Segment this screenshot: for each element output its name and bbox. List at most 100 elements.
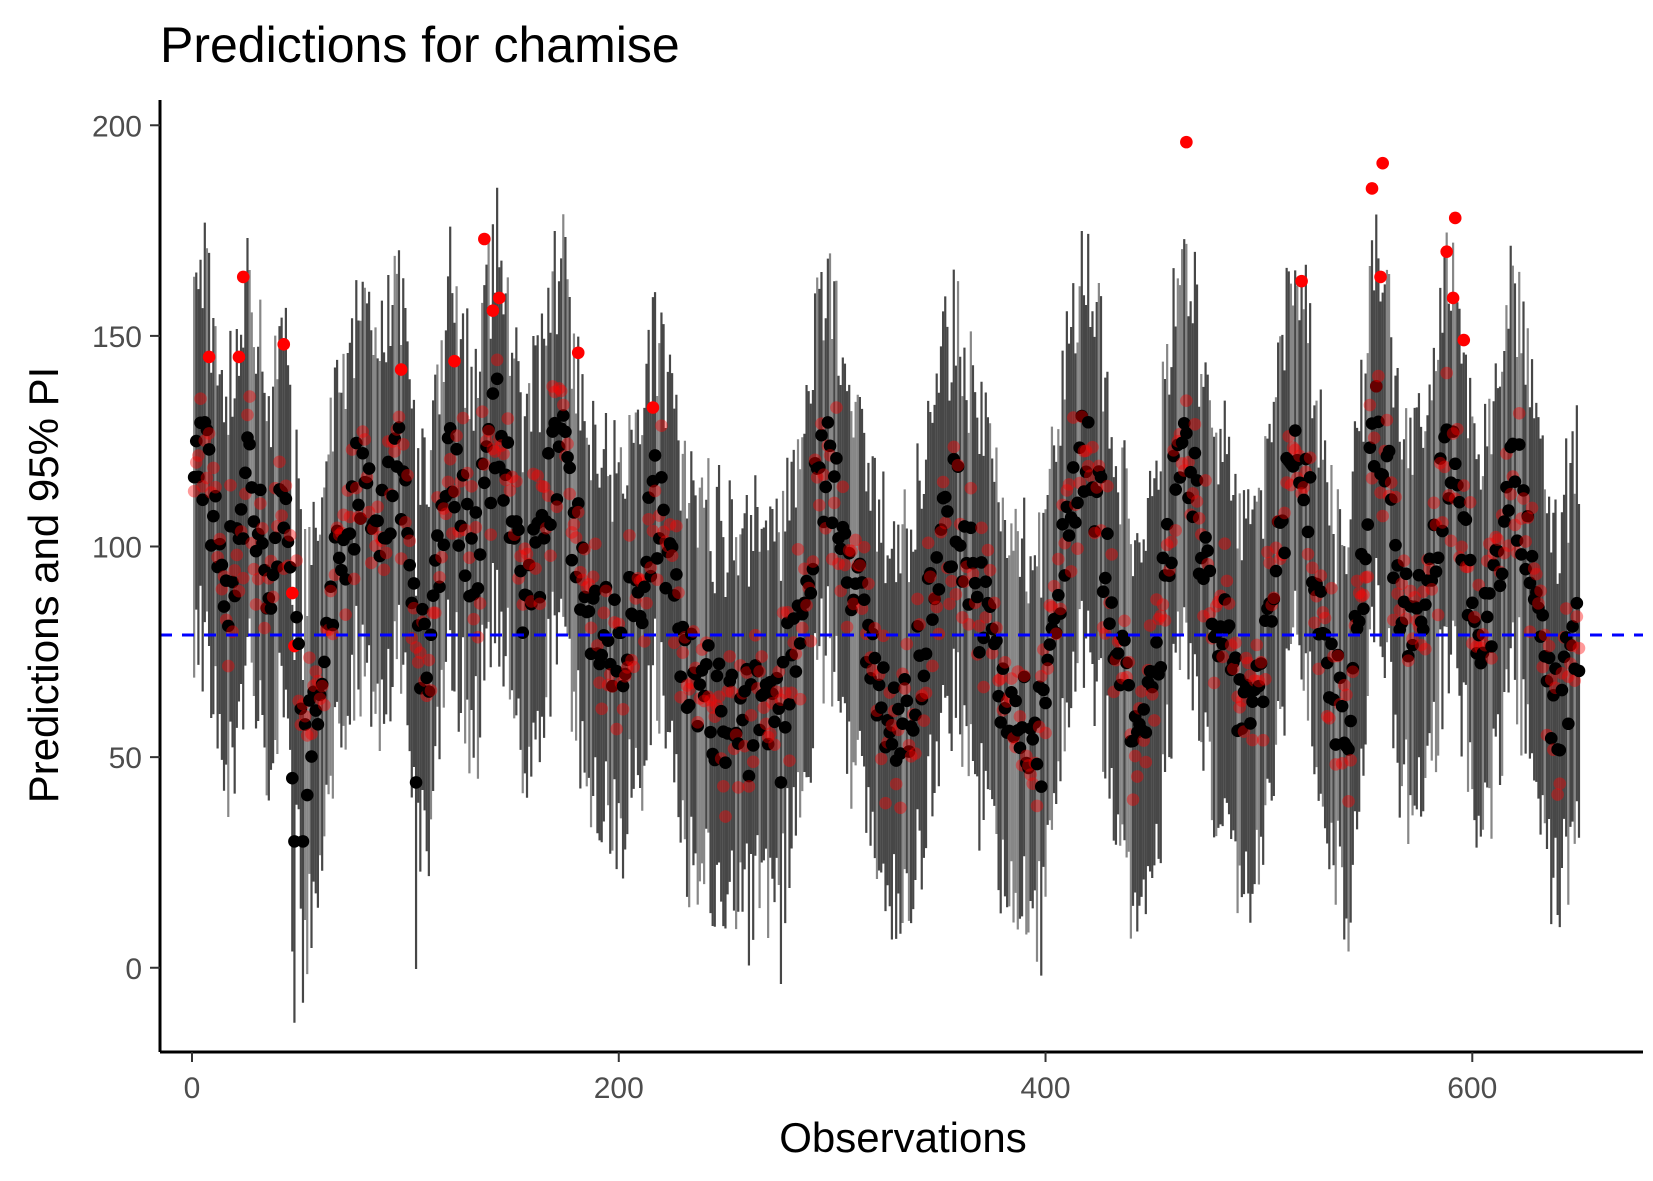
- prediction-point: [305, 750, 318, 763]
- observed-point: [232, 584, 246, 598]
- prediction-point: [842, 546, 856, 560]
- prediction-point: [1139, 726, 1153, 739]
- prediction-point: [1361, 518, 1375, 531]
- observed-point: [1416, 585, 1430, 599]
- observed-point: [1433, 456, 1447, 470]
- observed-point: [1180, 394, 1193, 407]
- prediction-point: [926, 613, 939, 626]
- observed-point: [1536, 660, 1550, 674]
- observed-point: [793, 692, 807, 706]
- observed-point: [1261, 545, 1274, 559]
- prediction-point: [1118, 633, 1131, 647]
- prediction-point: [1054, 607, 1067, 620]
- prediction-point: [655, 470, 668, 484]
- observed-point: [1431, 608, 1445, 622]
- prediction-point: [473, 548, 487, 561]
- x-tick-label: 400: [1021, 1072, 1071, 1105]
- prediction-point: [746, 739, 760, 752]
- observed-point: [1090, 481, 1104, 494]
- observed-point: [1337, 678, 1351, 692]
- prediction-point: [1256, 695, 1270, 709]
- observed-point: [672, 586, 685, 599]
- observed-point: [486, 304, 500, 317]
- observed-point: [1150, 593, 1163, 606]
- observed-point: [473, 597, 487, 610]
- observed-point: [388, 445, 402, 458]
- prediction-point: [917, 669, 931, 683]
- prediction-point: [516, 626, 530, 640]
- prediction-point: [388, 432, 402, 445]
- observed-point: [591, 639, 604, 652]
- observed-point: [1440, 366, 1453, 380]
- observed-point: [1372, 369, 1385, 383]
- observed-point: [1267, 591, 1281, 605]
- observed-point: [1316, 606, 1330, 619]
- prediction-point: [356, 446, 370, 460]
- prediction-point: [768, 715, 781, 729]
- observed-point: [1395, 577, 1409, 590]
- prediction-point: [924, 566, 937, 580]
- observed-point: [1209, 599, 1223, 613]
- prediction-point: [667, 589, 681, 602]
- observed-point: [277, 338, 291, 351]
- prediction-point: [968, 576, 982, 590]
- prediction-point: [932, 583, 946, 596]
- prediction-point: [973, 646, 986, 659]
- prediction-point: [1468, 615, 1481, 628]
- observed-point: [574, 565, 587, 579]
- observed-point: [1504, 487, 1518, 501]
- observed-point: [879, 796, 892, 810]
- prediction-point: [431, 529, 444, 542]
- observed-point: [465, 480, 478, 493]
- observed-point: [563, 487, 576, 501]
- observed-point: [849, 533, 862, 547]
- prediction-point: [635, 616, 649, 630]
- prediction-point: [1101, 527, 1114, 540]
- prediction-point: [1009, 694, 1022, 708]
- prediction-point: [1056, 518, 1069, 531]
- observed-point: [742, 780, 756, 793]
- prediction-point: [1493, 579, 1507, 593]
- prediction-point: [228, 589, 241, 603]
- observed-point: [606, 680, 619, 693]
- prediction-point: [1267, 592, 1281, 606]
- observed-point: [1092, 459, 1106, 473]
- prediction-point: [776, 655, 790, 669]
- prediction-point: [354, 512, 367, 525]
- observed-point: [448, 485, 461, 498]
- prediction-point: [1188, 446, 1202, 460]
- observed-point: [597, 606, 611, 620]
- observed-point: [202, 427, 216, 440]
- observed-point: [998, 656, 1012, 669]
- prediction-point: [1120, 656, 1133, 670]
- observed-point: [830, 401, 843, 414]
- observed-point: [1344, 753, 1357, 767]
- prediction-point: [806, 562, 820, 576]
- prediction-point: [213, 537, 227, 551]
- observed-point: [836, 480, 850, 494]
- prediction-point: [998, 701, 1012, 715]
- observed-point: [578, 542, 591, 556]
- observed-point: [909, 747, 922, 760]
- observed-point: [1180, 135, 1193, 149]
- observed-point: [885, 719, 899, 732]
- observed-point: [926, 659, 939, 673]
- observed-point: [354, 512, 367, 525]
- observed-point: [401, 469, 414, 482]
- observed-point: [251, 572, 265, 586]
- prediction-point: [281, 535, 295, 549]
- observed-point: [1246, 733, 1259, 747]
- prediction-point: [1498, 515, 1511, 528]
- prediction-point: [595, 648, 608, 662]
- prediction-point: [1564, 638, 1577, 652]
- observed-point: [934, 525, 948, 539]
- prediction-point: [1229, 651, 1242, 664]
- observed-point: [1229, 636, 1242, 650]
- prediction-point: [1103, 617, 1116, 630]
- prediction-point: [1186, 510, 1200, 524]
- observed-point: [1288, 443, 1302, 457]
- prediction-point: [1028, 716, 1042, 730]
- prediction-point: [1476, 646, 1490, 660]
- prediction-point: [409, 776, 423, 789]
- prediction-point: [345, 480, 359, 493]
